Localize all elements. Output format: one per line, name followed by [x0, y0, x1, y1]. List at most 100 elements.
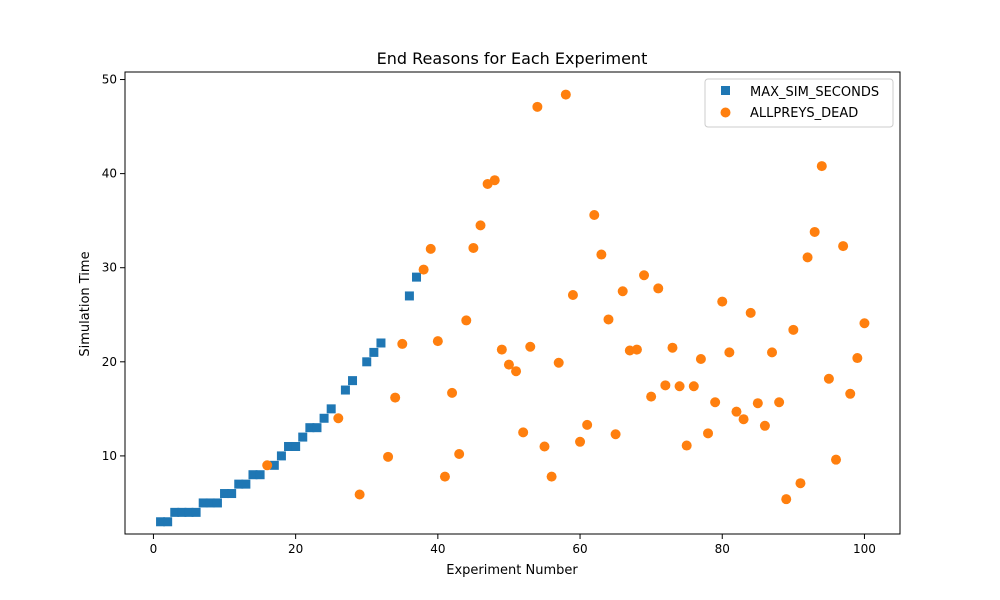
point-allpreys-dead [525, 341, 536, 352]
point-max-sim-seconds [170, 507, 180, 517]
point-allpreys-dead [489, 175, 500, 186]
x-axis-label: Experiment Number [446, 563, 578, 578]
point-allpreys-dead [447, 387, 458, 398]
point-allpreys-dead [752, 398, 763, 409]
point-max-sim-seconds [404, 291, 414, 301]
point-max-sim-seconds [312, 423, 322, 433]
y-tick-label: 50 [102, 73, 117, 87]
point-allpreys-dead [610, 429, 621, 440]
point-allpreys-dead [788, 324, 799, 335]
y-tick-label: 10 [102, 449, 117, 463]
point-allpreys-dead [653, 283, 664, 294]
point-max-sim-seconds [305, 423, 315, 433]
plot-frame [124, 71, 901, 535]
legend-marker-max-sim-seconds [721, 86, 730, 95]
point-max-sim-seconds [376, 338, 386, 348]
point-allpreys-dead [667, 342, 678, 353]
point-allpreys-dead [688, 381, 699, 392]
y-axis: 10 20 30 40 50 [102, 73, 125, 463]
point-max-sim-seconds [369, 347, 379, 357]
point-allpreys-dead [475, 220, 486, 231]
point-allpreys-dead [681, 440, 692, 451]
point-allpreys-dead [617, 286, 628, 297]
point-max-sim-seconds [177, 507, 187, 517]
point-allpreys-dead [845, 388, 856, 399]
point-max-sim-seconds [269, 460, 279, 470]
point-allpreys-dead [646, 391, 657, 402]
chart-title: End Reasons for Each Experiment [377, 49, 648, 68]
point-allpreys-dead [639, 270, 650, 281]
point-allpreys-dead [589, 210, 600, 221]
point-allpreys-dead [439, 471, 450, 482]
x-tick-label: 20 [288, 542, 303, 556]
x-axis: 0 20 40 60 80 100 [150, 534, 876, 556]
point-allpreys-dead [774, 397, 785, 408]
point-allpreys-dead [333, 413, 344, 424]
point-allpreys-dead [532, 101, 543, 112]
point-allpreys-dead [660, 380, 671, 391]
point-allpreys-dead [802, 252, 813, 263]
point-allpreys-dead [859, 318, 870, 329]
point-allpreys-dead [603, 314, 614, 325]
point-allpreys-dead [823, 373, 834, 384]
x-tick-label: 80 [715, 542, 730, 556]
point-allpreys-dead [397, 338, 408, 349]
point-max-sim-seconds [291, 441, 301, 451]
point-allpreys-dead [496, 344, 507, 355]
point-allpreys-dead [838, 241, 849, 252]
point-max-sim-seconds [156, 517, 166, 527]
point-allpreys-dead [631, 344, 642, 355]
point-allpreys-dead [738, 414, 749, 425]
point-allpreys-dead [781, 494, 792, 505]
point-allpreys-dead [852, 353, 863, 364]
legend-box [704, 78, 894, 128]
point-max-sim-seconds [319, 413, 329, 423]
point-max-sim-seconds [198, 498, 208, 508]
point-allpreys-dead [468, 242, 479, 253]
point-allpreys-dead [461, 315, 472, 326]
point-allpreys-dead [674, 381, 685, 392]
point-allpreys-dead [518, 427, 529, 438]
point-allpreys-dead [262, 460, 273, 471]
point-allpreys-dead [511, 366, 522, 377]
point-allpreys-dead [383, 451, 394, 462]
point-allpreys-dead [432, 336, 443, 347]
point-allpreys-dead [703, 428, 714, 439]
point-allpreys-dead [731, 406, 742, 417]
point-max-sim-seconds [348, 376, 358, 386]
point-max-sim-seconds [234, 479, 244, 489]
point-allpreys-dead [759, 420, 770, 431]
point-allpreys-dead [539, 441, 550, 452]
point-max-sim-seconds [248, 470, 258, 480]
point-max-sim-seconds [362, 357, 372, 367]
x-tick-label: 40 [430, 542, 445, 556]
point-allpreys-dead [710, 397, 721, 408]
x-tick-label: 0 [150, 542, 158, 556]
point-allpreys-dead [596, 249, 607, 260]
point-max-sim-seconds [191, 507, 201, 517]
y-tick-label: 40 [102, 167, 117, 181]
point-allpreys-dead [390, 392, 401, 403]
point-max-sim-seconds [227, 489, 237, 499]
point-allpreys-dead [454, 449, 465, 460]
point-allpreys-dead [425, 243, 436, 254]
point-max-sim-seconds [184, 507, 194, 517]
point-allpreys-dead [567, 290, 578, 301]
legend-label-allpreys-dead: ALLPREYS_DEAD [750, 106, 858, 121]
point-max-sim-seconds [241, 479, 251, 489]
point-max-sim-seconds [205, 498, 215, 508]
point-allpreys-dead [831, 454, 842, 465]
point-allpreys-dead [745, 307, 756, 318]
point-allpreys-dead [582, 419, 593, 430]
point-max-sim-seconds [255, 470, 265, 480]
point-allpreys-dead [354, 489, 365, 500]
point-allpreys-dead [816, 161, 827, 172]
legend-label-max-sim-seconds: MAX_SIM_SECONDS [750, 85, 879, 100]
y-tick-label: 30 [102, 261, 117, 275]
point-allpreys-dead [795, 478, 806, 489]
point-max-sim-seconds [298, 432, 308, 442]
point-allpreys-dead [418, 264, 429, 275]
point-max-sim-seconds [284, 441, 294, 451]
point-max-sim-seconds [220, 489, 230, 499]
y-tick-label: 20 [102, 355, 117, 369]
